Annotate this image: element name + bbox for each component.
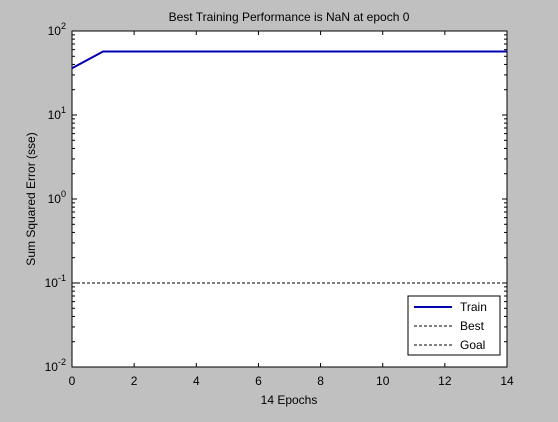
legend: Train Best Goal <box>407 295 501 356</box>
x-tick-label: 8 <box>317 374 324 388</box>
legend-label-train: Train <box>460 300 487 314</box>
y-tick-label: 10-1 <box>45 273 66 290</box>
x-tick-label: 0 <box>69 374 76 388</box>
x-tick-label: 2 <box>131 374 138 388</box>
y-axis-label: Sum Squared Error (sse) <box>24 132 38 265</box>
legend-label-best: Best <box>460 319 485 333</box>
x-tick-label: 14 <box>500 374 514 388</box>
series-layer <box>71 50 507 284</box>
y-tick-label: 101 <box>48 105 66 122</box>
y-axis: 102 101 100 10-1 10-2 <box>45 21 507 374</box>
x-tick-label: 6 <box>255 374 262 388</box>
y-tick-label: 102 <box>48 21 66 38</box>
y-tick-label: 100 <box>48 189 66 206</box>
chart-title: Best Training Performance is NaN at epoc… <box>169 10 410 24</box>
x-tick-label: 12 <box>438 374 452 388</box>
x-axis-label: 14 Epochs <box>261 393 318 407</box>
series-line-train <box>71 50 507 70</box>
x-axis: 0 2 4 6 8 10 12 14 <box>69 31 514 388</box>
x-tick-label: 10 <box>376 374 390 388</box>
legend-box <box>407 295 501 356</box>
legend-label-goal: Goal <box>460 338 485 352</box>
y-tick-label: 10-2 <box>45 357 66 374</box>
x-tick-label: 4 <box>193 374 200 388</box>
